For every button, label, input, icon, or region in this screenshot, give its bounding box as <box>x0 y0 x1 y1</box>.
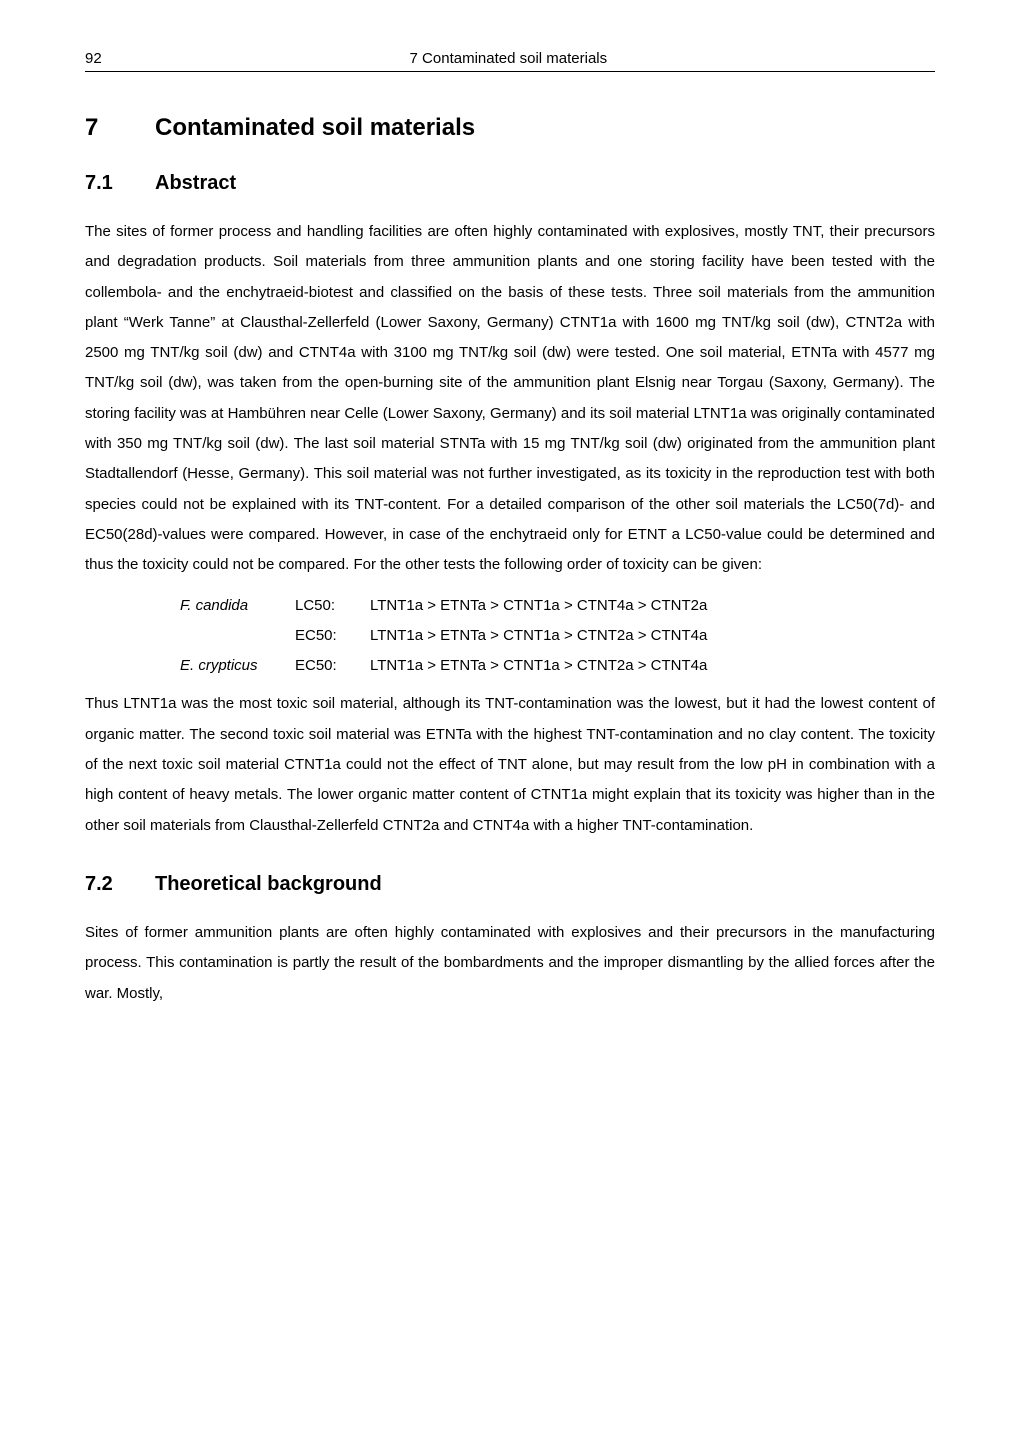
page-number: 92 <box>85 50 102 67</box>
subsection-number: 7.1 <box>85 172 155 195</box>
section-heading: 7Contaminated soil materials <box>85 114 935 142</box>
species-cell: E. crypticus <box>180 651 295 681</box>
species-cell <box>180 621 295 651</box>
abstract-paragraph-2: Thus LTNT1a was the most toxic soil mate… <box>85 689 935 840</box>
stat-cell: EC50: <box>295 621 370 651</box>
subsection-number: 7.2 <box>85 873 155 896</box>
subsection-heading-abstract: 7.1Abstract <box>85 172 935 195</box>
stat-cell: EC50: <box>295 651 370 681</box>
table-row: E. crypticus EC50: LTNT1a > ETNTa > CTNT… <box>180 651 935 681</box>
section-number: 7 <box>85 114 155 142</box>
species-cell: F. candida <box>180 591 295 621</box>
running-title: 7 Contaminated soil materials <box>102 50 915 67</box>
toxicity-order-table: F. candida LC50: LTNT1a > ETNTa > CTNT1a… <box>180 591 935 682</box>
page: 92 7 Contaminated soil materials 7Contam… <box>0 0 1020 1443</box>
subsection-title: Theoretical background <box>155 873 382 895</box>
abstract-paragraph-1: The sites of former process and handling… <box>85 217 935 581</box>
subsection-heading-background: 7.2Theoretical background <box>85 873 935 896</box>
table-row: EC50: LTNT1a > ETNTa > CTNT1a > CTNT2a >… <box>180 621 935 651</box>
table-row: F. candida LC50: LTNT1a > ETNTa > CTNT1a… <box>180 591 935 621</box>
order-cell: LTNT1a > ETNTa > CTNT1a > CTNT2a > CTNT4… <box>370 621 707 651</box>
order-cell: LTNT1a > ETNTa > CTNT1a > CTNT2a > CTNT4… <box>370 651 707 681</box>
section-title: Contaminated soil materials <box>155 114 475 141</box>
order-cell: LTNT1a > ETNTa > CTNT1a > CTNT4a > CTNT2… <box>370 591 707 621</box>
running-header: 92 7 Contaminated soil materials <box>85 50 935 72</box>
stat-cell: LC50: <box>295 591 370 621</box>
subsection-title: Abstract <box>155 172 236 194</box>
background-paragraph-1: Sites of former ammunition plants are of… <box>85 918 935 1009</box>
